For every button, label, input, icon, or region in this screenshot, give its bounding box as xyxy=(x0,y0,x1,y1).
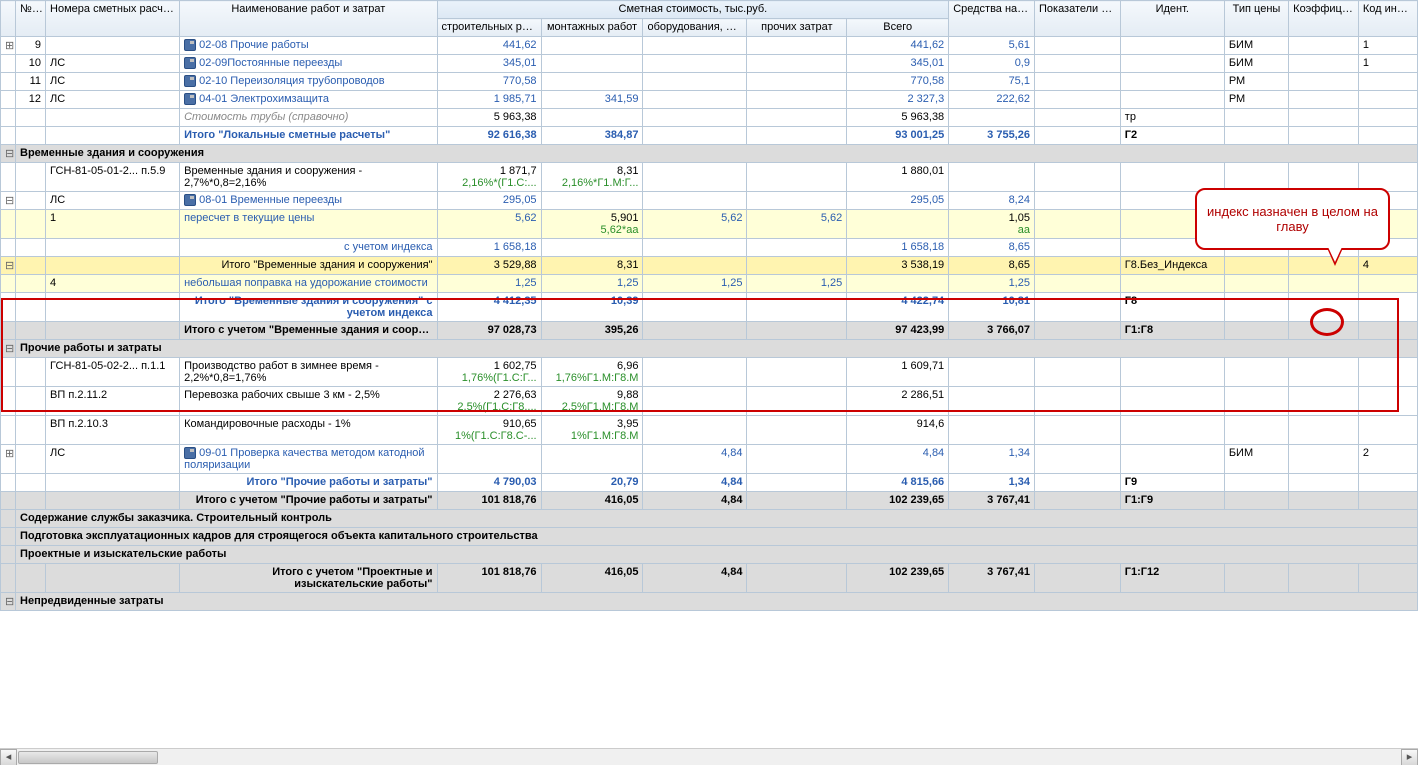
callout-tooltip: индекс назначен в целом на главу xyxy=(1195,188,1390,250)
col-ident[interactable]: Идент. xyxy=(1120,1,1224,37)
col-unit[interactable]: Показатели единичной стоимости xyxy=(1034,1,1120,37)
col-other[interactable]: прочих затрат xyxy=(747,19,847,37)
table-row[interactable]: 10ЛС02-09Постоянные переезды345,01345,01… xyxy=(1,55,1418,73)
table-row[interactable]: ⊟Прочие работы и затраты xyxy=(1,340,1418,358)
scroll-left-arrow[interactable]: ◂ xyxy=(0,749,17,765)
scroll-thumb[interactable] xyxy=(18,751,158,764)
table-row[interactable]: ⊟Непредвиденные затраты xyxy=(1,593,1418,611)
col-ptype[interactable]: Тип цены xyxy=(1224,1,1288,37)
col-mount[interactable]: монтажных работ xyxy=(541,19,643,37)
table-row[interactable]: Итого "Временные здания и сооружения" с … xyxy=(1,293,1418,322)
disk-icon xyxy=(184,75,196,87)
col-idx[interactable]: Код индекса xyxy=(1358,1,1417,37)
col-total[interactable]: Всего xyxy=(847,19,949,37)
table-header: № п.п Номера сметных расчетов и смет Наи… xyxy=(1,1,1418,37)
horizontal-scrollbar[interactable]: ◂ ▸ xyxy=(0,748,1418,765)
col-npp[interactable]: № п.п xyxy=(16,1,46,37)
disk-icon xyxy=(184,447,196,459)
table-row[interactable]: ⊞ЛС09-01 Проверка качества методом катод… xyxy=(1,445,1418,474)
col-cost-group[interactable]: Сметная стоимость, тыс.руб. xyxy=(437,1,949,19)
scroll-right-arrow[interactable]: ▸ xyxy=(1401,749,1418,765)
table-row[interactable]: Итого с учетом "Прочие работы и затраты"… xyxy=(1,492,1418,510)
disk-icon xyxy=(184,57,196,69)
table-row[interactable]: ВП п.2.10.3Командировочные расходы - 1%9… xyxy=(1,416,1418,445)
table-row[interactable]: ⊟Временные здания и сооружения xyxy=(1,145,1418,163)
col-build[interactable]: строительных работ xyxy=(437,19,541,37)
col-expand[interactable] xyxy=(1,1,16,37)
disk-icon xyxy=(184,39,196,51)
table-row[interactable]: Проектные и изыскательские работы xyxy=(1,546,1418,564)
col-salary[interactable]: Средства на оплату труда, xyxy=(949,1,1035,37)
table-row[interactable]: Итого с учетом "Проектные и изыскательск… xyxy=(1,564,1418,593)
table-row[interactable]: Содержание службы заказчика. Строительны… xyxy=(1,510,1418,528)
col-nums[interactable]: Номера сметных расчетов и смет xyxy=(46,1,180,37)
table-row[interactable]: 4небольшая поправка на удорожание стоимо… xyxy=(1,275,1418,293)
table-row[interactable]: Итого "Прочие работы и затраты"4 790,032… xyxy=(1,474,1418,492)
table-row[interactable]: ГСН-81-05-02-2... п.1.1Производство рабо… xyxy=(1,358,1418,387)
table-row[interactable]: Подготовка эксплуатационных кадров для с… xyxy=(1,528,1418,546)
table-row[interactable]: 11ЛС02-10 Переизоляция трубопроводов770,… xyxy=(1,73,1418,91)
col-name[interactable]: Наименование работ и затрат xyxy=(180,1,437,37)
table-row[interactable]: Итого "Локальные сметные расчеты"92 616,… xyxy=(1,127,1418,145)
table-row[interactable]: 12ЛС04-01 Электрохимзащита1 985,71341,59… xyxy=(1,91,1418,109)
table-row[interactable]: ВП п.2.11.2Перевозка рабочих свыше 3 км … xyxy=(1,387,1418,416)
table-row[interactable]: ⊞902-08 Прочие работы441,62441,625,61БИМ… xyxy=(1,37,1418,55)
table-row[interactable]: ⊟Итого "Временные здания и сооружения"3 … xyxy=(1,257,1418,275)
col-equip[interactable]: оборудования, мебели, xyxy=(643,19,747,37)
table-row[interactable]: Стоимость трубы (справочно)5 963,385 963… xyxy=(1,109,1418,127)
estimate-grid: № п.п Номера сметных расчетов и смет Наи… xyxy=(0,0,1418,611)
data-table[interactable]: № п.п Номера сметных расчетов и смет Наи… xyxy=(0,0,1418,611)
table-body: ⊞902-08 Прочие работы441,62441,625,61БИМ… xyxy=(1,37,1418,611)
highlight-circle xyxy=(1310,308,1344,336)
table-row[interactable]: Итого с учетом "Временные здания и соору… xyxy=(1,322,1418,340)
col-coef[interactable]: Коэффици... кратности xyxy=(1289,1,1359,37)
disk-icon xyxy=(184,93,196,105)
disk-icon xyxy=(184,194,196,206)
